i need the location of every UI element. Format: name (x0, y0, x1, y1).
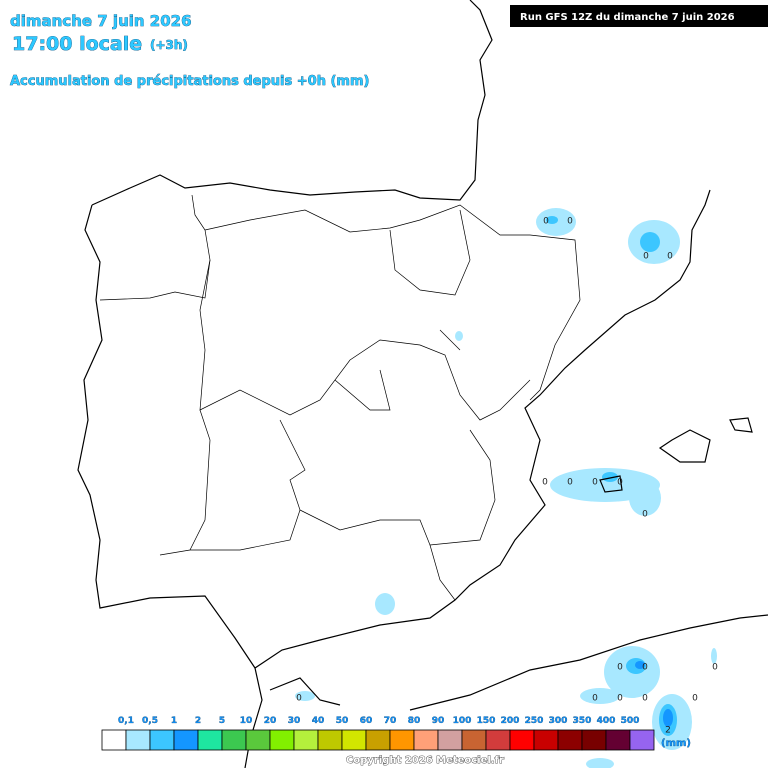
region-borders (99, 194, 581, 601)
map-value: 0 (592, 694, 598, 704)
map-value: 0 (617, 478, 623, 488)
legend-swatch (389, 729, 415, 751)
legend-swatch (101, 729, 127, 751)
legend-label: 200 (501, 716, 520, 726)
legend-swatch (173, 729, 199, 751)
legend-label: 0,5 (142, 716, 158, 726)
map-value: 2 (665, 726, 671, 736)
legend-swatch (533, 729, 559, 751)
legend-swatch (293, 729, 319, 751)
run-box (510, 5, 768, 27)
legend-swatch (437, 729, 463, 751)
legend-label: 350 (573, 716, 592, 726)
map-value: 0 (642, 663, 648, 673)
map-value: 0 (667, 252, 673, 262)
legend-swatch (245, 729, 271, 751)
legend-swatch (629, 729, 655, 751)
legend-swatch (557, 729, 583, 751)
copyright: Copyright 2026 Meteociel.fr (346, 755, 504, 766)
legend-swatch (581, 729, 607, 751)
map-value: 0 (567, 478, 573, 488)
legend-swatch (149, 729, 175, 751)
legend-swatch (461, 729, 487, 751)
legend-label: 100 (453, 716, 472, 726)
legend-swatch (317, 729, 343, 751)
legend-swatch (125, 729, 151, 751)
legend-label: 50 (336, 716, 349, 726)
legend-swatch (341, 729, 367, 751)
legend-swatch (413, 729, 439, 751)
legend-swatch (269, 729, 295, 751)
map-value: 0 (592, 478, 598, 488)
legend-label: 10 (240, 716, 253, 726)
legend-swatch (605, 729, 631, 751)
map-value: 0 (542, 478, 548, 488)
legend-label: 30 (288, 716, 301, 726)
legend-label: 70 (384, 716, 397, 726)
map-value: 0 (642, 694, 648, 704)
legend-swatch (509, 729, 535, 751)
map-value: 0 (642, 510, 648, 520)
legend-label: 1 (171, 716, 177, 726)
time-title: 17:00 locale (12, 33, 142, 55)
map-value: 0 (712, 663, 718, 673)
time-offset: (+3h) (150, 38, 188, 52)
legend-label: 20 (264, 716, 277, 726)
coastlines (77, 0, 768, 768)
precip-areas (295, 208, 717, 768)
map-value: 0 (543, 217, 549, 227)
legend-label: 250 (525, 716, 544, 726)
legend-label: 5 (219, 716, 225, 726)
legend-label: 80 (408, 716, 421, 726)
legend-swatch (365, 729, 391, 751)
legend-label: 400 (597, 716, 616, 726)
legend-label: 150 (477, 716, 496, 726)
legend-unit: (mm) (661, 738, 691, 749)
legend-swatch (485, 729, 511, 751)
legend: 0,1 0,5 1 2 5 10 20 30 40 50 60 70 80 90 100 150 200 250 3… (101, 716, 691, 751)
legend-label: 60 (360, 716, 373, 726)
map-value: 0 (617, 694, 623, 704)
map-value: 0 (296, 694, 302, 704)
map-value: 0 (617, 663, 623, 673)
legend-swatch (221, 729, 247, 751)
legend-swatch (197, 729, 223, 751)
map-value: 0 (692, 694, 698, 704)
map-value: 0 (643, 252, 649, 262)
legend-label: 90 (432, 716, 445, 726)
legend-label: 40 (312, 716, 325, 726)
subtitle: Accumulation de précipitations depuis +0… (10, 74, 369, 89)
map-values: 0 0 0 0 0 0 0 0 0 0 0 0 0 0 0 0 0 2 (296, 217, 718, 736)
legend-label: 0,1 (118, 716, 134, 726)
run-label: Run GFS 12Z du dimanche 7 juin 2026 (520, 12, 735, 23)
map-value: 0 (567, 217, 573, 227)
date-title: dimanche 7 juin 2026 (10, 12, 192, 30)
legend-label: 300 (549, 716, 568, 726)
legend-label: 500 (621, 716, 640, 726)
legend-label: 2 (195, 716, 201, 726)
